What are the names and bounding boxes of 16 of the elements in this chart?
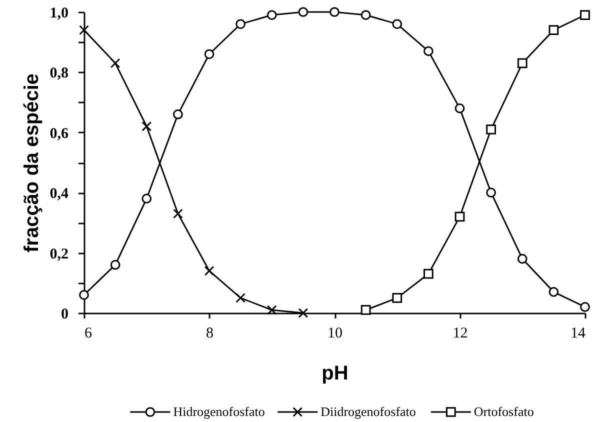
legend-label: Hidrogenofosfato: [173, 404, 265, 419]
legend-label: Ortofosfato: [474, 404, 534, 419]
y-tick-label: 0: [61, 306, 68, 322]
legend-label: Diidrogenofosfato: [320, 404, 416, 419]
x-tick-label: 10: [328, 326, 342, 342]
y-axis-title: fracção da espécie: [20, 74, 43, 252]
x-tick-label: 12: [452, 326, 468, 342]
y-tick-label: 0,6: [50, 126, 69, 142]
y-tick-label: 1,0: [50, 6, 68, 22]
x-tick-label: 8: [206, 326, 214, 342]
x-axis-title: pH: [322, 362, 348, 384]
y-tick-label: 0,8: [50, 66, 68, 82]
x-tick-label: 6: [84, 326, 92, 342]
y-tick-label: 0,4: [50, 186, 69, 202]
y-tick-label: 0,2: [50, 246, 68, 262]
x-tick-label: 14: [570, 326, 586, 342]
